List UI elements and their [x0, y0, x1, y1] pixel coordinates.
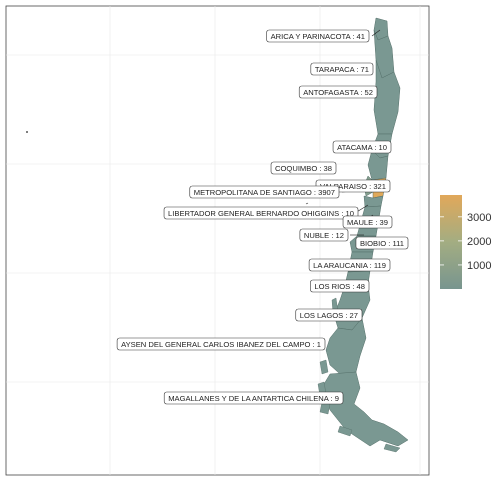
region-labels: ARICA Y PARINACOTA : 41 TARAPACA : 71 ANTO…	[116, 29, 409, 405]
region-label: METROPOLITANA DE SANTIAGO : 3907	[189, 185, 340, 199]
region-label-text: VALPARAISO : 321	[320, 182, 386, 191]
legend-tick-label: 1000	[467, 260, 491, 272]
region-label-box	[332, 140, 392, 154]
region-label-box	[310, 62, 374, 76]
region-label-text: METROPOLITANA DE SANTIAGO : 3907	[194, 188, 335, 197]
legend-ticks: 3000 2000 1000	[440, 212, 491, 272]
region-label-text: AYSEN DEL GENERAL CARLOS IBANEZ DEL CAMP…	[121, 340, 321, 349]
region-label: BIOBIO : 111	[355, 236, 409, 250]
region-label: NUBLE : 12	[299, 228, 349, 242]
region-label-text: MAULE : 39	[347, 218, 388, 227]
region-label: COQUIMBO : 38	[270, 161, 337, 175]
legend-tick-label: 2000	[467, 236, 491, 248]
region-label-text: NUBLE : 12	[304, 231, 344, 240]
region-label-text: LOS LAGOS : 27	[300, 311, 358, 320]
region-label-box	[270, 161, 337, 175]
region-label-box	[116, 337, 326, 351]
region-label: LOS LAGOS : 27	[295, 308, 363, 322]
region-label: LA ARAUCANIA : 119	[308, 258, 391, 272]
region-label-text: LIBERTADOR GENERAL BERNARDO OHIGGINS : 1…	[168, 209, 354, 218]
region-label-text: MAGALLANES Y DE LA ANTARTICA CHILENA : 9	[168, 394, 339, 403]
region-label-box	[342, 215, 393, 229]
region-label-box	[299, 228, 349, 242]
region-label-box	[266, 29, 370, 43]
region-shape-ohiggins	[363, 195, 384, 208]
region-label-text: ATACAMA : 10	[337, 143, 387, 152]
region-label-text: TARAPACA : 71	[315, 65, 369, 74]
region-label-text: ARICA Y PARINACOTA : 41	[271, 32, 365, 41]
region-label: ATACAMA : 10	[332, 140, 392, 154]
legend-tick-label: 3000	[467, 212, 491, 224]
region-label-text: COQUIMBO : 38	[275, 164, 332, 173]
region-label-box	[163, 391, 344, 405]
legend: 3000 2000 1000	[440, 195, 491, 289]
region-label-box	[298, 85, 378, 99]
region-label-text: LOS RIOS : 48	[314, 282, 365, 291]
region-label-box	[308, 258, 391, 272]
region-label: ANTOFAGASTA : 52	[298, 85, 378, 99]
region-label: AYSEN DEL GENERAL CARLOS IBANEZ DEL CAMP…	[116, 337, 326, 351]
region-label-box	[310, 279, 370, 293]
region-label: MAULE : 39	[342, 215, 393, 229]
legend-colorbar	[440, 195, 462, 289]
region-label: LIBERTADOR GENERAL BERNARDO OHIGGINS : 1…	[163, 206, 359, 220]
island-dot	[26, 131, 28, 133]
region-label: MAGALLANES Y DE LA ANTARTICA CHILENA : 9	[163, 391, 344, 405]
region-label: TARAPACA : 71	[310, 62, 374, 76]
region-label-box	[295, 308, 363, 322]
region-label-text: ANTOFAGASTA : 52	[303, 88, 373, 97]
region-label-box	[163, 206, 359, 220]
region-label-text: LA ARAUCANIA : 119	[313, 261, 386, 270]
region-label-text: BIOBIO : 111	[360, 239, 404, 248]
region-label-box	[355, 236, 409, 250]
region-label: LOS RIOS : 48	[310, 279, 370, 293]
region-label-box	[189, 185, 340, 199]
region-label: ARICA Y PARINACOTA : 41	[266, 29, 370, 43]
